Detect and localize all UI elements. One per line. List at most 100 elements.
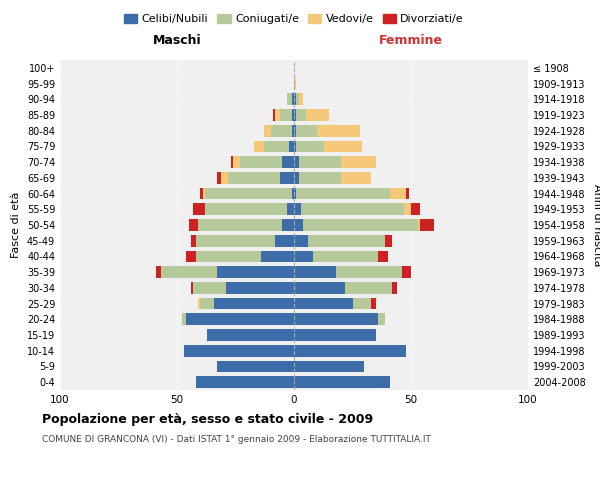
Bar [184, 345, 294, 356]
Bar [385, 235, 392, 246]
Bar [196, 376, 294, 388]
Bar [261, 250, 294, 262]
Bar [208, 329, 294, 341]
Bar [411, 204, 421, 215]
Bar [341, 172, 371, 184]
Bar [296, 188, 390, 200]
Bar [294, 235, 308, 246]
Bar [187, 250, 196, 262]
Bar [346, 282, 392, 294]
Bar [188, 219, 198, 231]
Bar [287, 204, 294, 215]
Bar [233, 156, 240, 168]
Bar [299, 156, 341, 168]
Bar [421, 219, 434, 231]
Bar [336, 266, 401, 278]
Text: Maschi: Maschi [152, 34, 202, 48]
Bar [182, 314, 187, 325]
Bar [308, 235, 385, 246]
Bar [191, 282, 193, 294]
Bar [205, 188, 292, 200]
Bar [294, 156, 299, 168]
Bar [294, 250, 313, 262]
Text: Femmine: Femmine [379, 34, 443, 48]
Bar [292, 125, 294, 136]
Bar [294, 109, 296, 121]
Bar [156, 266, 161, 278]
Bar [313, 250, 378, 262]
Bar [240, 156, 283, 168]
Bar [287, 94, 292, 105]
Bar [263, 125, 271, 136]
Bar [306, 109, 329, 121]
Bar [283, 156, 294, 168]
Bar [294, 376, 390, 388]
Bar [294, 204, 301, 215]
Bar [292, 188, 294, 200]
Bar [229, 172, 280, 184]
Bar [392, 282, 397, 294]
Bar [226, 282, 294, 294]
Bar [292, 94, 294, 105]
Bar [221, 172, 229, 184]
Bar [378, 314, 385, 325]
Bar [254, 140, 263, 152]
Bar [217, 266, 294, 278]
Bar [280, 109, 292, 121]
Bar [299, 94, 304, 105]
Bar [200, 188, 203, 200]
Bar [294, 78, 296, 90]
Legend: Celibi/Nubili, Coniugati/e, Vedovi/e, Divorziati/e: Celibi/Nubili, Coniugati/e, Vedovi/e, Di… [119, 10, 469, 29]
Bar [294, 140, 296, 152]
Bar [200, 298, 214, 310]
Bar [294, 360, 364, 372]
Text: Popolazione per età, sesso e stato civile - 2009: Popolazione per età, sesso e stato civil… [42, 412, 373, 426]
Bar [294, 188, 296, 200]
Bar [296, 125, 317, 136]
Bar [390, 188, 406, 200]
Bar [217, 360, 294, 372]
Bar [301, 204, 404, 215]
Bar [294, 94, 296, 105]
Bar [371, 298, 376, 310]
Bar [299, 172, 341, 184]
Bar [193, 204, 205, 215]
Bar [263, 140, 289, 152]
Bar [231, 156, 233, 168]
Bar [161, 266, 217, 278]
Bar [294, 298, 353, 310]
Bar [325, 140, 362, 152]
Bar [191, 235, 196, 246]
Bar [296, 94, 299, 105]
Bar [280, 172, 294, 184]
Bar [401, 266, 411, 278]
Bar [203, 188, 205, 200]
Bar [296, 140, 325, 152]
Bar [294, 172, 299, 184]
Bar [317, 125, 359, 136]
Bar [294, 329, 376, 341]
Y-axis label: Anni di nascita: Anni di nascita [592, 184, 600, 266]
Bar [196, 250, 261, 262]
Bar [404, 204, 411, 215]
Bar [217, 172, 221, 184]
Bar [283, 219, 294, 231]
Bar [205, 204, 287, 215]
Bar [271, 125, 292, 136]
Bar [294, 266, 336, 278]
Bar [294, 314, 378, 325]
Bar [294, 219, 304, 231]
Bar [275, 235, 294, 246]
Bar [187, 314, 294, 325]
Bar [273, 109, 275, 121]
Bar [341, 156, 376, 168]
Bar [418, 219, 421, 231]
Bar [304, 219, 418, 231]
Bar [289, 140, 294, 152]
Bar [196, 235, 275, 246]
Bar [292, 109, 294, 121]
Bar [198, 219, 283, 231]
Bar [378, 250, 388, 262]
Text: COMUNE DI GRANCONA (VI) - Dati ISTAT 1° gennaio 2009 - Elaborazione TUTTITALIA.I: COMUNE DI GRANCONA (VI) - Dati ISTAT 1° … [42, 436, 431, 444]
Bar [296, 109, 306, 121]
